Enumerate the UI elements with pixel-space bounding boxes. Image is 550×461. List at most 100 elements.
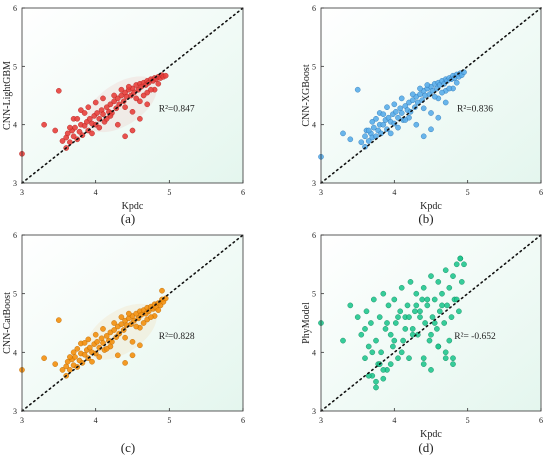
scatter-point [70, 133, 77, 140]
scatter-point [114, 121, 121, 128]
scatter-point [362, 355, 368, 362]
scatter-point [133, 95, 140, 102]
scatter-panel: 3 4 5 6 3 4 5 6 Kpdc CNN-LightGBM R²=0.847 (a) [2, 4, 245, 226]
scatter-point [406, 314, 412, 320]
y-tick-label: 4 [13, 348, 17, 357]
scatter-point [365, 372, 372, 379]
x-axis-label: Kpdc [122, 201, 144, 212]
scatter-point [442, 355, 449, 362]
scatter-point [420, 105, 427, 112]
identity-line [21, 7, 244, 184]
scatter-point [442, 267, 449, 274]
scatter-point [55, 87, 62, 94]
y-tick-label: 5 [312, 290, 316, 299]
scatter-point [398, 349, 405, 356]
x-tick-label: 3 [319, 188, 323, 197]
scatter-point [155, 80, 162, 87]
plot-frame [320, 7, 542, 184]
scatter-point [404, 302, 411, 309]
scatter-point [358, 331, 365, 338]
scatter-point [402, 117, 409, 123]
scatter-point [392, 320, 399, 326]
scatter-point [92, 99, 99, 106]
scatter-point [373, 133, 379, 140]
scatter-point [92, 331, 99, 338]
scatter-point [369, 349, 376, 356]
scatter-point [412, 104, 418, 111]
scatter-point [85, 336, 92, 343]
scatter-point [340, 130, 346, 137]
plot-frame [21, 7, 244, 184]
scatter-point [456, 308, 462, 315]
scatter-point [431, 93, 438, 100]
panel-label: (c) [121, 440, 135, 455]
scatter-point [55, 317, 62, 323]
scatter-point [72, 354, 78, 360]
scatter-point [133, 323, 140, 330]
scatter-point [448, 314, 455, 320]
identity-line [21, 234, 244, 412]
scatter-point [111, 98, 117, 105]
scatter-point [446, 337, 453, 344]
x-tick-label: 5 [466, 416, 470, 425]
scatter-point [103, 104, 110, 111]
scatter-point [41, 121, 47, 128]
scatter-point [391, 296, 398, 303]
scatter-point [439, 89, 445, 96]
y-axis-label: CNN-CatBoost [2, 292, 13, 354]
scatter-point [89, 130, 95, 137]
scatter-point [458, 279, 465, 285]
scatter-point [111, 92, 117, 99]
scatter-point [52, 361, 59, 367]
y-tick-label: 3 [13, 407, 17, 416]
scatter-point [86, 344, 93, 351]
scatter-point [450, 273, 456, 279]
scatter-point [67, 139, 73, 146]
scatter-point [395, 114, 401, 121]
scatter-point [100, 111, 106, 118]
scatter-point [429, 87, 436, 94]
y-tick-label: 4 [312, 121, 316, 130]
scatter-point [64, 130, 71, 137]
scatter-point [422, 320, 428, 326]
scatter-point [439, 290, 445, 297]
scatter-point [96, 124, 103, 131]
scatter-point [362, 326, 368, 332]
scatter-point [52, 127, 59, 134]
scatter-point [453, 261, 460, 268]
x-tick-label: 3 [319, 416, 323, 425]
x-tick-label: 4 [94, 416, 98, 425]
scatter-point [122, 133, 128, 140]
scatter-point [373, 378, 379, 385]
scatter-point [373, 384, 379, 391]
scatter-point [424, 296, 431, 303]
scatter-point [118, 314, 125, 320]
scatter-point [111, 327, 117, 333]
scatter-point [362, 133, 368, 140]
scatter-point [100, 340, 106, 346]
x-tick-label: 6 [241, 416, 245, 425]
scatter-point [419, 296, 426, 303]
scatter-point [400, 337, 406, 344]
panel-label: (a) [121, 211, 135, 226]
scatter-point [384, 104, 390, 111]
scatter-point [118, 92, 125, 99]
scatter-point [429, 314, 436, 320]
scatter-point [89, 358, 95, 365]
scatter-point [145, 308, 152, 315]
scatter-point [441, 320, 448, 326]
scatter-point [100, 326, 106, 332]
x-tick-label: 3 [20, 416, 24, 425]
scatter-point [64, 358, 71, 365]
scatter-point [457, 255, 464, 262]
scatter-point [413, 290, 420, 297]
scatter-point [406, 355, 412, 362]
scatter-point [144, 101, 151, 108]
scatter-point [81, 110, 88, 116]
scatter-point [100, 95, 106, 102]
x-tick-label: 6 [539, 416, 543, 425]
scatter-point [397, 308, 404, 315]
identity-line [320, 234, 542, 412]
scatter-point [114, 352, 121, 359]
scatter-point [391, 337, 398, 344]
